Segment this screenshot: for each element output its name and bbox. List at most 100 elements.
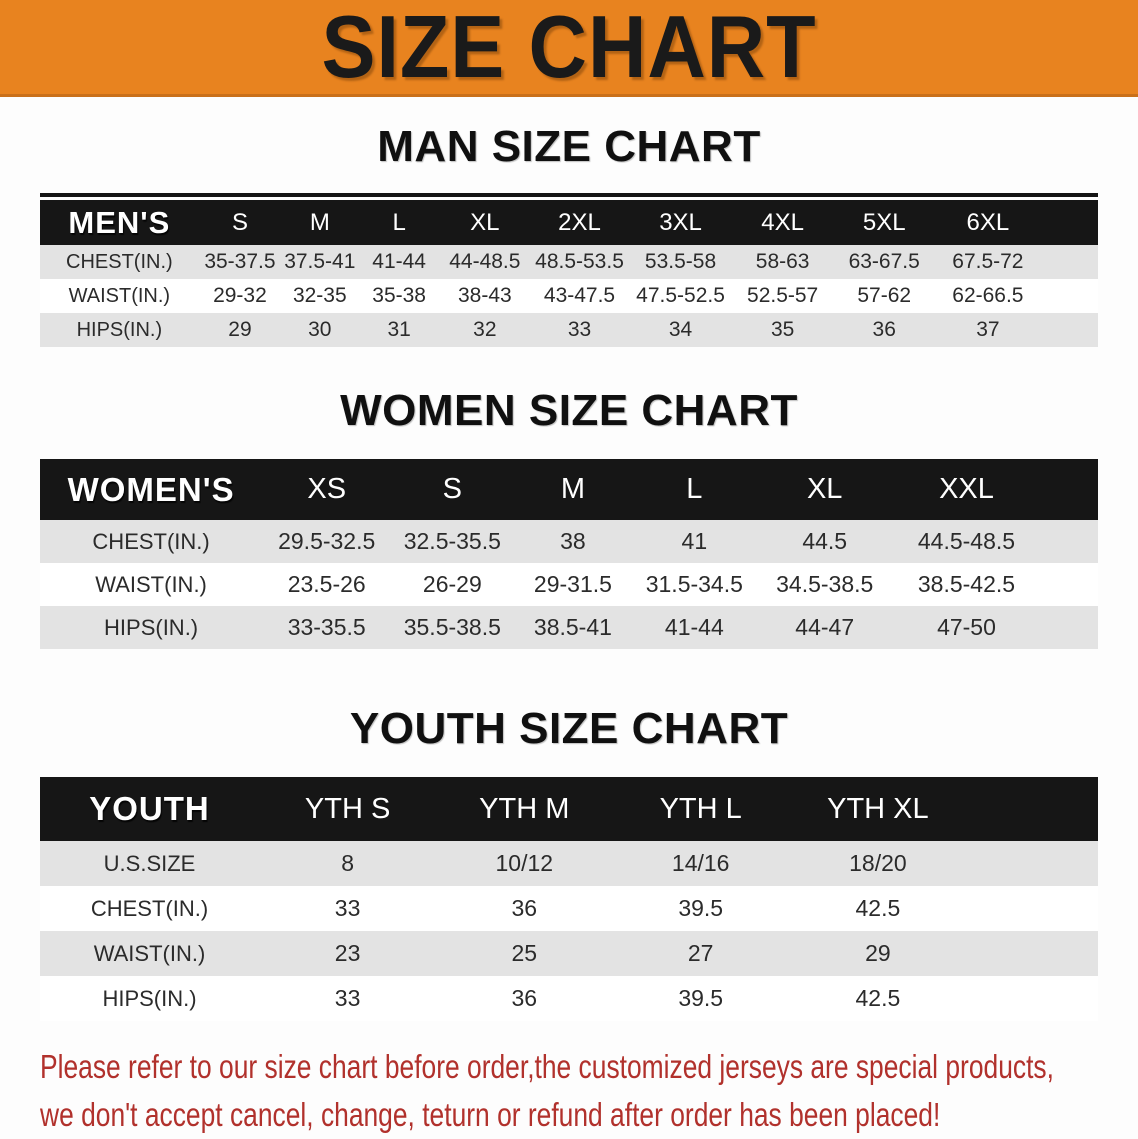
size-column-header: S [391,459,514,520]
measurement-row: CHEST(IN.) 33 36 39.5 42.5 [40,886,1098,931]
measurement-label: WAIST(IN.) [95,571,207,597]
measurement-value: 29 [865,940,891,966]
disclaimer-line-1: Please refer to our size chart before or… [40,1048,1054,1085]
size-column-header: YTH L [612,777,790,841]
banner: SIZE CHART [0,0,1138,97]
measurement-value: 34 [668,318,693,341]
size-column-header: 3XL [629,200,732,245]
disclaimer-line-2: we don't accept cancel, change, teturn o… [40,1096,941,1133]
measurement-value: 52.5-57 [747,284,819,307]
size-column-header: M [281,200,359,245]
measurement-label: WAIST(IN.) [68,284,171,307]
measurement-value: 47-50 [937,614,996,640]
measurement-row: HIPS(IN.) 33-35.5 35.5-38.5 38.5-41 41-44 44-… [40,606,1098,649]
measurement-value: 32 [473,318,497,341]
table-group-label: MEN'S [40,200,199,245]
measurement-value: 48.5-53.5 [535,250,624,273]
size-column-header: L [632,459,757,520]
measurement-value: 33 [567,318,592,341]
men-table-frame: MEN'S S M L XL 2XL 3XL 4XL 5XL 6XL CHEST(IN.) 35-37… [40,193,1098,347]
measurement-row: U.S.SIZE 8 10/12 14/16 18/20 [40,841,1098,886]
measurement-value: 36 [511,985,538,1011]
measurement-row: WAIST(IN.) 23.5-26 26-29 29-31.5 31.5-34.5 34… [40,563,1098,606]
measurement-value: 38.5-41 [533,614,612,640]
spacer-cell [967,931,1098,976]
measurement-value: 44.5-48.5 [917,528,1016,554]
women-size-table: WOMEN'S XS S M L XL XXL CHEST(IN.) 29.5-32.5 32.5… [40,459,1098,649]
section-men: MAN SIZE CHART MEN'S S M L XL 2XL 3XL 4XL 5XL 6XL… [0,123,1138,347]
measurement-value: 37 [976,318,1000,341]
size-column-header: 5XL [833,200,935,245]
measurement-value: 35 [770,318,795,341]
measurement-value: 29-31.5 [533,571,612,597]
measurement-row: WAIST(IN.) 29-32 32-35 35-38 38-43 43-47.5 47.… [40,279,1098,313]
spacer-cell [1040,563,1098,606]
spacer-cell [966,777,1098,841]
size-column-header: XL [756,459,894,520]
measurement-label: HIPS(IN.) [76,318,163,341]
measurement-value: 36 [872,318,896,341]
men-section-heading: MAN SIZE CHART [377,122,761,171]
size-column-header: XXL [893,459,1040,520]
spacer-cell [1041,313,1098,347]
spacer-cell [967,841,1098,886]
measurement-value: 63-67.5 [848,250,920,273]
spacer-cell [1040,520,1098,563]
measurement-value: 43-47.5 [543,284,616,307]
table-group-label: WOMEN'S [40,459,263,520]
men-size-table: MEN'S S M L XL 2XL 3XL 4XL 5XL 6XL CHEST(IN.) 35-37… [40,200,1098,347]
youth-section-heading: YOUTH SIZE CHART [349,704,789,753]
measurement-value: 42.5 [855,985,901,1011]
measurement-label: HIPS(IN.) [104,614,199,640]
spacer-cell [1041,279,1098,313]
measurement-value: 62-66.5 [952,284,1024,307]
section-women: WOMEN SIZE CHART WOMEN'S XS S M L XL XXL CHEST(… [0,387,1138,649]
measurement-value: 67.5-72 [952,250,1024,273]
women-table-frame: WOMEN'S XS S M L XL XXL CHEST(IN.) 29.5-32.5 32.5… [40,459,1098,649]
measurement-value: 33 [334,985,361,1011]
youth-table-frame: YOUTH YTH S YTH M YTH L YTH XL U.S.SIZE 8 10/12… [40,777,1098,1021]
section-youth: YOUTH SIZE CHART YOUTH YTH S YTH M YTH L YTH… [0,705,1138,1021]
size-column-header: 6XL [934,200,1041,245]
measurement-value: 34.5-38.5 [776,571,874,597]
measurement-value: 47.5-52.5 [636,284,725,307]
measurement-value: 35.5-38.5 [403,614,501,640]
measurement-row: WAIST(IN.) 23 25 27 29 [40,931,1098,976]
spacer-cell [1041,245,1098,279]
size-column-header: XS [262,459,392,520]
measurement-label: WAIST(IN.) [93,940,206,966]
measurement-value: 38 [560,528,586,554]
table-header-row: YOUTH YTH S YTH M YTH L YTH XL [40,777,1098,841]
measurement-value: 58-63 [755,250,810,273]
measurement-value: 44-47 [795,614,855,640]
measurement-value: 32.5-35.5 [403,528,501,554]
measurement-row: CHEST(IN.) 35-37.5 37.5-41 41-44 44-48.5 48.5… [40,245,1098,279]
measurement-value: 18/20 [849,850,907,876]
spacer-cell [967,976,1098,1021]
disclaimer: Please refer to our size chart before or… [40,1043,1138,1139]
measurement-value: 35-37.5 [204,250,276,273]
women-section-heading: WOMEN SIZE CHART [340,386,798,435]
youth-size-table: YOUTH YTH S YTH M YTH L YTH XL U.S.SIZE 8 10/12… [40,777,1098,1021]
measurement-row: HIPS(IN.) 29 30 31 32 33 34 35 36 37 [40,313,1098,347]
measurement-value: 8 [341,850,354,876]
table-header-row: WOMEN'S XS S M L XL XXL [40,459,1098,520]
page-title: SIZE CHART [321,0,817,96]
measurement-label: HIPS(IN.) [102,985,197,1011]
measurement-value: 41-44 [372,250,426,273]
measurement-value: 32-35 [292,284,347,307]
measurement-value: 57-62 [857,284,912,307]
size-column-header: 2XL [529,200,630,245]
size-column-header: YTH S [259,777,437,841]
measurement-label: U.S.SIZE [103,850,196,876]
measurement-value: 42.5 [855,895,901,921]
measurement-label: CHEST(IN.) [90,895,209,921]
table-group-label: YOUTH [40,777,259,841]
measurement-value: 33-35.5 [287,614,366,640]
measurement-value: 38-43 [457,284,512,307]
measurement-value: 37.5-41 [284,250,356,273]
measurement-label: CHEST(IN.) [92,528,210,554]
size-column-header: YTH M [436,777,613,841]
measurement-value: 30 [308,318,332,341]
spacer-cell [1040,606,1098,649]
